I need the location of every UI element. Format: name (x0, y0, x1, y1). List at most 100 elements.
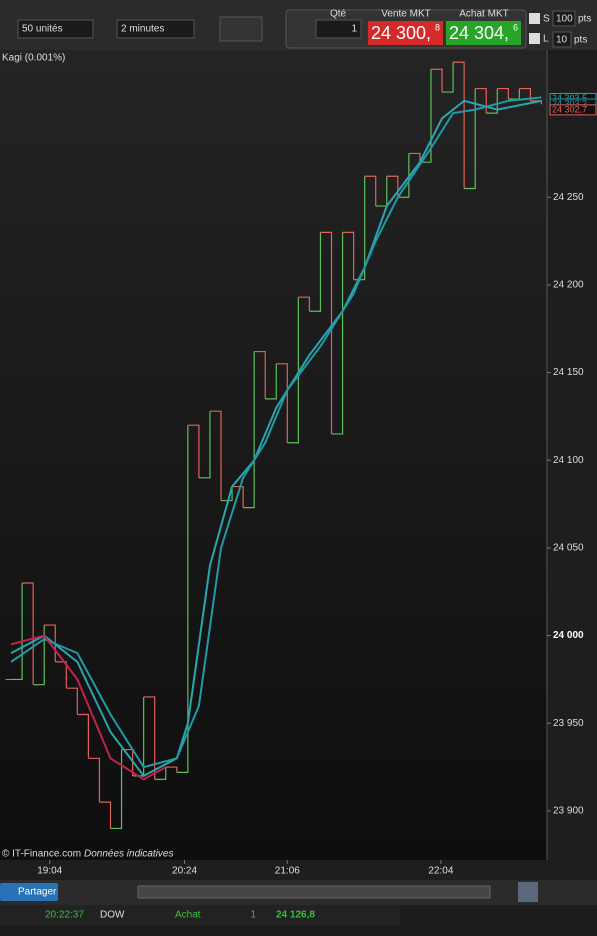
kagi-segment (309, 232, 322, 312)
l-label: L (543, 34, 549, 45)
kagi-segment (530, 100, 543, 105)
l-input[interactable] (552, 31, 572, 48)
price-label: 24 303,5 (552, 93, 587, 103)
copyright: © IT-Finance.com (2, 849, 81, 860)
kagi-segment (320, 231, 333, 434)
l-value: 10 (556, 35, 568, 46)
s-unit: pts (578, 14, 591, 25)
kagi-segment (99, 801, 112, 829)
kagi-segment (221, 486, 233, 502)
kagi-segment (165, 766, 178, 773)
scroll-track[interactable] (137, 885, 491, 899)
y-tick-label: 24 100 (553, 455, 584, 466)
kagi-segment (154, 767, 167, 780)
kagi-segment (265, 363, 277, 400)
price-label: 24 302,7 (552, 104, 587, 114)
kagi-segment (143, 696, 156, 780)
kagi-segment (475, 87, 487, 114)
x-tick-label: 22:04 (428, 866, 453, 877)
kagi-segment (453, 61, 465, 189)
kagi-segment (22, 582, 34, 685)
pos-price: 24 126,8 (276, 910, 315, 921)
sell-frac: 8 (435, 22, 440, 32)
x-tick-label: 20:24 (172, 866, 197, 877)
pos-qty: 1 (250, 910, 256, 921)
kagi-segment (486, 88, 498, 114)
kagi-segment (464, 88, 476, 190)
y-tick-label: 24 200 (553, 280, 584, 291)
qty-label: Qté (330, 9, 347, 20)
note: Données indicatives (84, 849, 174, 860)
moving-average (10, 99, 542, 778)
kagi-segment (88, 757, 101, 803)
kagi-segment (55, 661, 67, 689)
units-select[interactable] (17, 19, 94, 39)
sell-label: Vente MKT (381, 9, 430, 20)
buy-label: Achat MKT (459, 9, 508, 20)
x-tick-label: 19:04 (37, 866, 62, 877)
kagi-segment (430, 68, 443, 93)
plot (5, 61, 543, 830)
zoom-button[interactable] (518, 882, 538, 902)
kagi-segment (209, 410, 222, 501)
kagi-segment (342, 231, 355, 280)
share: Partager (18, 887, 57, 898)
kagi-segment (77, 713, 90, 759)
time: 20:22:37 (45, 910, 84, 921)
kagi-segment (408, 152, 421, 163)
chart-header: Kagi (0.001%) (2, 53, 65, 64)
kagi-segment (397, 153, 410, 198)
units: 50 unités (22, 24, 63, 35)
buy-price: 24 304, (449, 23, 509, 43)
position-row (0, 905, 400, 925)
kagi-segment (176, 425, 189, 773)
s-checkbox[interactable] (529, 13, 540, 24)
y-tick-label: 24 050 (553, 543, 584, 554)
x-tick-label: 21:06 (275, 866, 300, 877)
kagi-segment (276, 363, 288, 443)
qty: 1 (351, 24, 357, 35)
interval-select[interactable] (116, 19, 195, 39)
chart-type-button[interactable] (219, 16, 263, 42)
buy-frac: 6 (513, 22, 518, 32)
kagi-segment (254, 350, 266, 399)
kagi-segment (243, 351, 255, 509)
kagi-segment (442, 62, 454, 93)
moving-average (10, 96, 542, 769)
kagi-segment (11, 582, 23, 681)
buy-button[interactable] (446, 21, 521, 45)
kagi-segment (66, 687, 78, 715)
l-checkbox[interactable] (529, 33, 540, 44)
kagi-segment (298, 296, 311, 312)
kagi-segment (353, 176, 366, 281)
y-tick-label: 23 900 (553, 806, 584, 817)
s-label: S (543, 14, 550, 25)
s-value: 100 (556, 14, 573, 25)
share-button[interactable] (0, 883, 58, 901)
sell-price: 24 300, (371, 23, 431, 43)
y-axis-area (547, 50, 597, 880)
price-label: 24 303,2 (552, 98, 587, 108)
s-input[interactable] (552, 10, 576, 27)
kagi-segment (364, 175, 377, 207)
price-tag (549, 104, 597, 116)
interval: 2 minutes (121, 24, 164, 35)
kagi-segment (419, 69, 432, 163)
x-axis-area (0, 860, 547, 880)
kagi-segment (331, 232, 344, 435)
kagi-segment (497, 87, 509, 100)
kagi-segment (110, 749, 123, 830)
kagi-segment (198, 411, 211, 479)
moving-average (10, 634, 167, 781)
qty-input[interactable] (315, 19, 362, 39)
kagi-segment (187, 424, 200, 478)
symbol: DOW (100, 910, 125, 921)
kagi-segment (232, 485, 244, 508)
sell-button[interactable] (368, 21, 443, 45)
y-tick-label: 23 950 (553, 718, 584, 729)
plot-area (0, 50, 547, 860)
kagi-segment (33, 625, 45, 686)
l-unit: pts (574, 35, 587, 46)
